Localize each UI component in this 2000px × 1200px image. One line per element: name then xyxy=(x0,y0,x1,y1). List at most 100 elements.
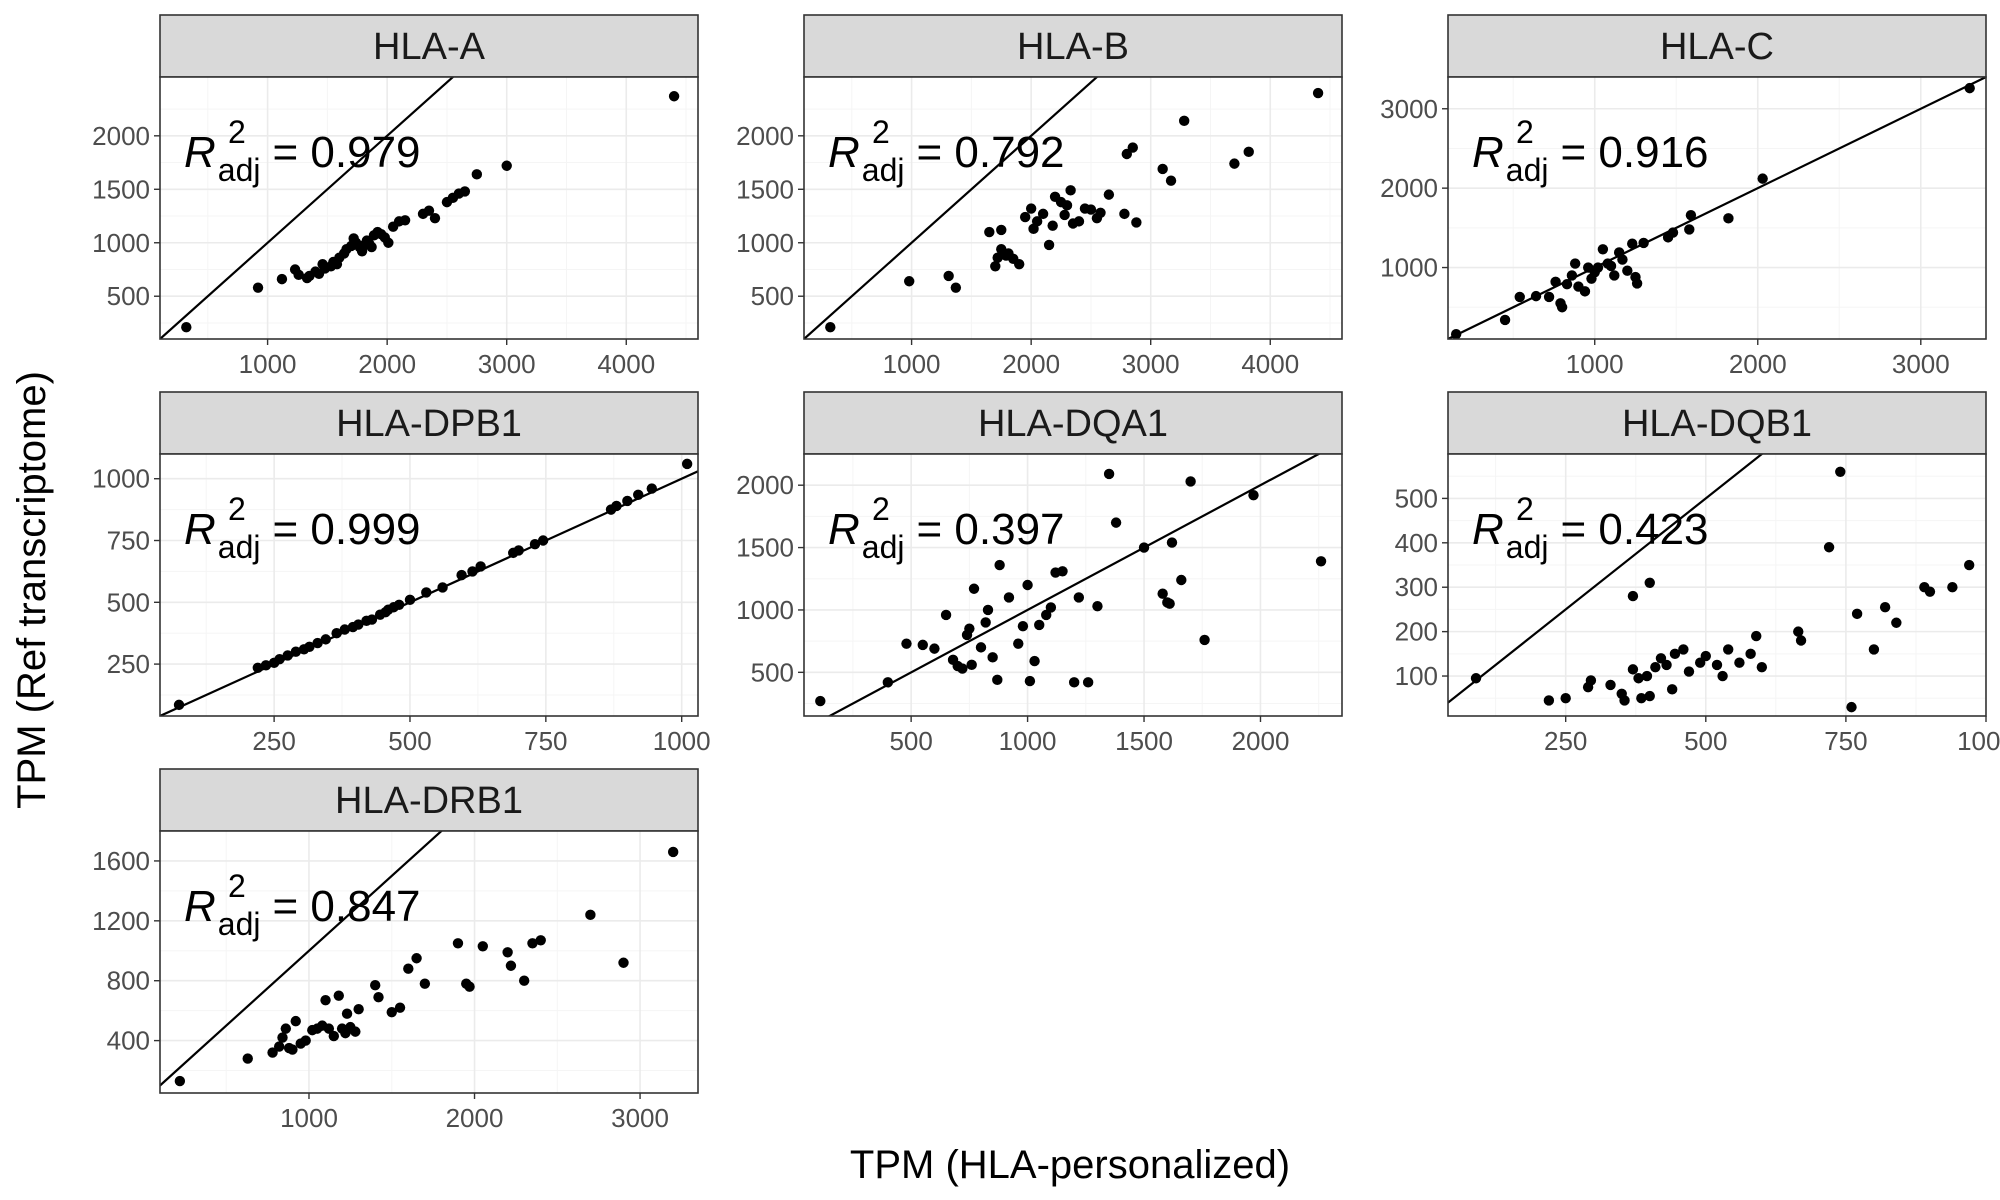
data-point xyxy=(459,186,471,197)
y-tick-label: 400 xyxy=(107,1026,150,1056)
x-tick-label: 2000 xyxy=(1232,726,1290,756)
data-point xyxy=(968,583,980,594)
r2-superscript: 2 xyxy=(872,491,890,527)
panel-data xyxy=(160,458,698,716)
y-tick-label: 1200 xyxy=(92,906,150,936)
data-point xyxy=(1045,602,1057,613)
data-point xyxy=(1661,659,1672,671)
data-point xyxy=(992,252,1003,263)
r2-superscript: 2 xyxy=(228,491,246,527)
data-point xyxy=(1631,278,1643,289)
y-tick-label: 1000 xyxy=(92,228,150,258)
data-point xyxy=(477,941,488,952)
data-point xyxy=(1751,630,1762,642)
data-point xyxy=(1669,648,1681,660)
facet-strip xyxy=(1447,391,1987,455)
data-point xyxy=(293,269,304,281)
data-point xyxy=(943,270,954,282)
y-tick-label: 500 xyxy=(751,281,794,311)
data-point xyxy=(1029,655,1040,667)
r2-symbol: R xyxy=(828,128,860,177)
data-point xyxy=(1178,115,1190,127)
data-point xyxy=(1723,644,1734,655)
data-point xyxy=(366,241,377,253)
r2-annotation: Radj = 0.999 xyxy=(184,505,421,565)
data-point xyxy=(1835,466,1846,477)
data-point xyxy=(611,500,622,512)
data-point xyxy=(957,663,968,674)
panel-border xyxy=(803,76,1343,340)
data-point xyxy=(537,535,549,546)
data-point xyxy=(646,483,658,494)
data-point xyxy=(320,994,331,1006)
data-point xyxy=(1636,693,1647,704)
data-point xyxy=(901,638,912,649)
data-point xyxy=(437,582,448,593)
data-point xyxy=(1851,608,1863,620)
data-point xyxy=(280,1023,292,1034)
data-point xyxy=(1543,695,1555,706)
identity-line xyxy=(827,454,1322,716)
identity-line xyxy=(160,77,455,339)
data-point xyxy=(1605,260,1617,272)
x-tick-label: 4000 xyxy=(597,349,655,379)
r2-equals: = 0.847 xyxy=(272,882,420,931)
data-point xyxy=(1684,224,1695,235)
r2-symbol: R xyxy=(1472,128,1504,177)
data-point xyxy=(403,963,414,974)
facet-panel-hla-dqa1: HLA-DQA1 500 1000 1500 2000 500 1000 1500 2000 Ra… xyxy=(736,391,1343,756)
x-tick-label: 500 xyxy=(1684,726,1727,756)
data-point xyxy=(323,1023,335,1034)
data-point xyxy=(1667,227,1679,238)
data-point xyxy=(992,674,1003,686)
data-point xyxy=(501,160,512,171)
data-point xyxy=(1666,684,1678,695)
data-point xyxy=(1597,244,1609,255)
panel-border xyxy=(1447,453,1987,717)
r2-equals: = 0.999 xyxy=(272,505,420,554)
facet-title: HLA-DQA1 xyxy=(978,403,1168,445)
data-point xyxy=(1579,286,1591,297)
panel-border xyxy=(159,453,699,717)
data-point xyxy=(1627,238,1638,249)
data-point xyxy=(917,639,928,651)
data-point xyxy=(505,960,517,971)
data-point xyxy=(1644,577,1655,588)
data-point xyxy=(1073,592,1085,603)
x-tick-label: 1500 xyxy=(1115,726,1173,756)
data-point xyxy=(1717,670,1728,682)
data-point xyxy=(633,489,644,500)
facet-panel-hla-dpb1: HLA-DPB1 250 500 750 1000 250 500 750 1000 Radj = … xyxy=(92,391,711,756)
panel-grid xyxy=(804,77,1342,339)
facet-panel-hla-c: HLA-C 1000 2000 3000 1000 2000 3000 Radj = 0.916… xyxy=(1380,14,1987,379)
r2-symbol: R xyxy=(184,505,216,554)
data-point xyxy=(882,677,894,688)
x-tick-label: 2000 xyxy=(1729,349,1787,379)
data-point xyxy=(1734,657,1745,668)
facet-title: HLA-C xyxy=(1660,26,1774,68)
data-point xyxy=(618,957,629,968)
y-tick-label: 500 xyxy=(751,657,794,687)
data-point xyxy=(1315,556,1327,567)
y-tick-label: 2000 xyxy=(736,121,794,151)
data-point xyxy=(1043,239,1055,251)
data-point xyxy=(277,1032,288,1043)
data-point xyxy=(1756,661,1768,673)
panel-data xyxy=(160,77,680,339)
x-tick-label: 250 xyxy=(1544,726,1587,756)
facet-strip xyxy=(1447,14,1987,78)
data-point xyxy=(423,205,435,216)
x-tick-label: 250 xyxy=(252,726,295,756)
data-point xyxy=(1003,592,1015,603)
panel-border xyxy=(1447,76,1987,340)
r2-superscript: 2 xyxy=(228,868,246,904)
data-point xyxy=(825,322,836,333)
data-point xyxy=(940,609,952,621)
panels-layer: HLA-A 1000 2000 3000 4000 500 1000 1500 2000 Radj… xyxy=(92,14,2000,1133)
y-tick-label: 500 xyxy=(1395,483,1438,513)
data-point xyxy=(1127,142,1138,153)
data-point xyxy=(1103,189,1115,200)
panel-border xyxy=(159,76,699,340)
data-point xyxy=(276,273,288,285)
x-tick-label: 1000 xyxy=(883,349,941,379)
